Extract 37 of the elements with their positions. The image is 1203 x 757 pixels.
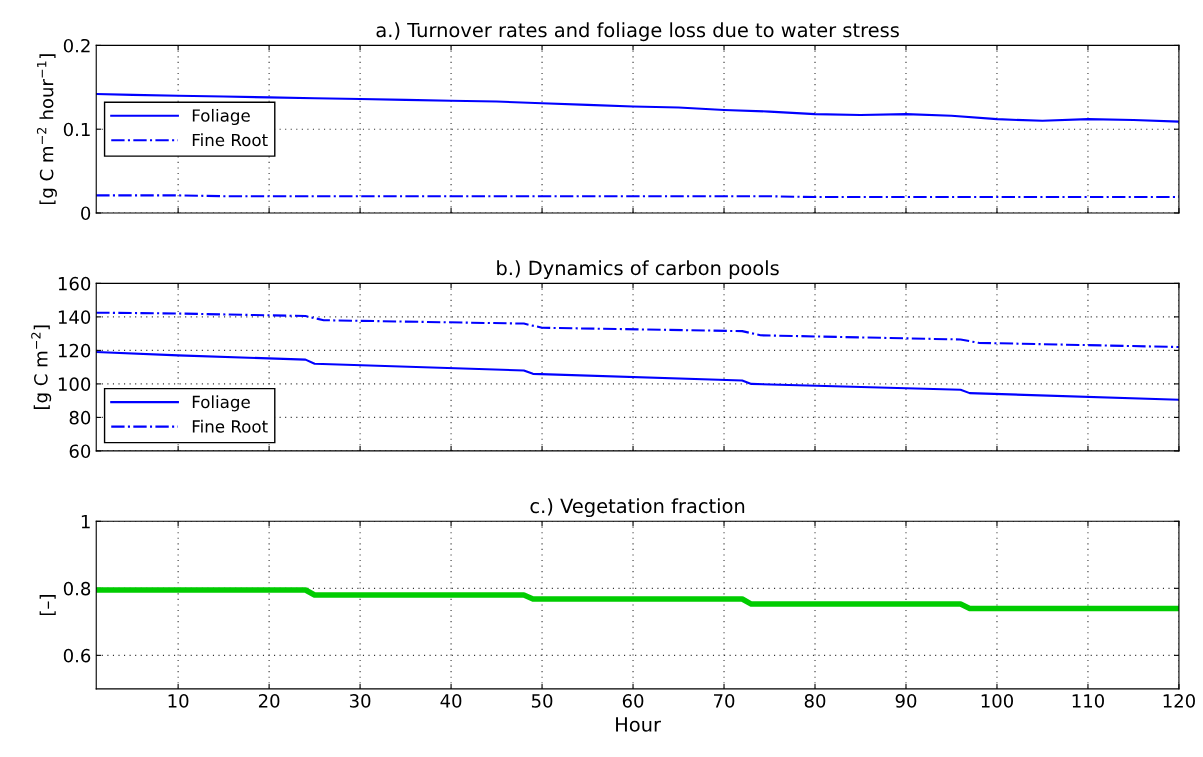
y-axis-title: [–] [39,595,56,616]
y-tick-label: 0.6 [63,648,91,663]
x-tick-label: 50 [531,694,553,708]
y-axis-title: [g C m$^{−2}$ hour$^{−1}$] [36,54,57,205]
y-tick-label: 0.8 [63,581,91,596]
line-series [96,92,1179,123]
legend-label: Foliage [192,108,250,126]
y-tick-label: 120 [58,343,91,358]
x-tick-label: 20 [258,694,280,708]
y-axis-title: [g C m$^{−2}$] [31,325,52,409]
x-tick-label: 90 [895,694,917,708]
x-axis-title: Hour [616,717,662,732]
x-tick-label: 100 [981,694,1014,708]
legend-label: Fine Root [192,419,268,433]
legend-label: Foliage [192,395,250,412]
y-tick-label: 60 [69,444,91,459]
y-tick-label: 1 [81,515,90,529]
legend-label: Fine Root [192,133,268,147]
x-tick-label: 60 [622,694,644,708]
x-tick-label: 70 [714,694,735,708]
y-tick-label: 80 [69,410,91,425]
y-tick-label: 0.1 [63,122,90,137]
x-tick-label: 80 [804,694,826,708]
y-tick-label: 140 [58,310,91,324]
y-tick-label: 0 [81,206,91,221]
line-series [96,311,1179,349]
x-tick-label: 110 [1072,694,1104,708]
x-tick-label: 10 [168,694,189,708]
y-tick-label: 0.2 [63,38,90,53]
x-tick-label: 40 [440,694,462,708]
chart-title: c.) Vegetation fraction [530,498,745,518]
chart-title: a.) Turnover rates and foliage loss due to water stress [376,22,899,42]
y-tick-label: 100 [58,377,91,392]
y-tick-label: 160 [58,276,91,291]
x-tick-label: 30 [349,694,371,708]
x-tick-label: 120 [1163,694,1195,708]
chart-title: b.) Dynamics of carbon pools [497,260,779,280]
